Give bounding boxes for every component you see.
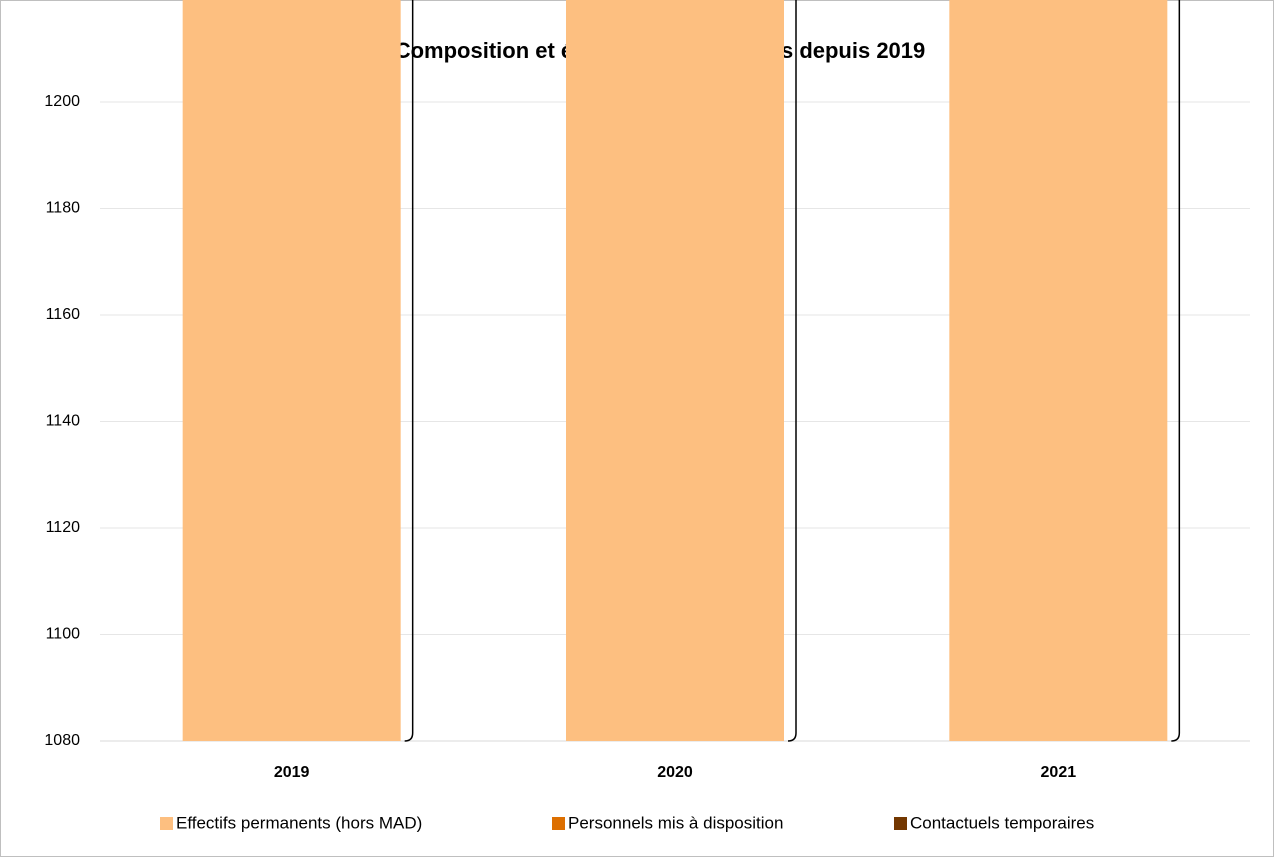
y-tick-label: 1100	[46, 626, 81, 643]
y-tick-label: 1180	[46, 200, 81, 217]
bar-segment	[566, 0, 784, 741]
x-tick-label: 2021	[1041, 764, 1077, 781]
y-tick-label: 1140	[46, 413, 81, 430]
y-tick-label: 1200	[44, 93, 80, 110]
legend-swatch	[552, 817, 565, 830]
x-tick-label: 2019	[274, 764, 310, 781]
bar-segment	[182, 0, 401, 741]
y-tick-label: 1120	[46, 519, 81, 536]
legend-swatch	[160, 817, 173, 830]
y-tick-label: 1160	[46, 306, 81, 323]
legend-label: Contactuels temporaires	[910, 813, 1094, 832]
annotation-bracket	[787, 0, 797, 742]
bar-segment	[949, 0, 1168, 741]
annotation-bracket	[404, 0, 414, 742]
x-tick-label: 2020	[657, 764, 693, 781]
annotation-bracket	[1171, 0, 1181, 742]
y-tick-label: 1080	[44, 732, 80, 749]
legend-label: Personnels mis à disposition	[568, 813, 783, 832]
legend-swatch	[894, 817, 907, 830]
legend-label: Effectifs permanents (hors MAD)	[176, 813, 422, 832]
